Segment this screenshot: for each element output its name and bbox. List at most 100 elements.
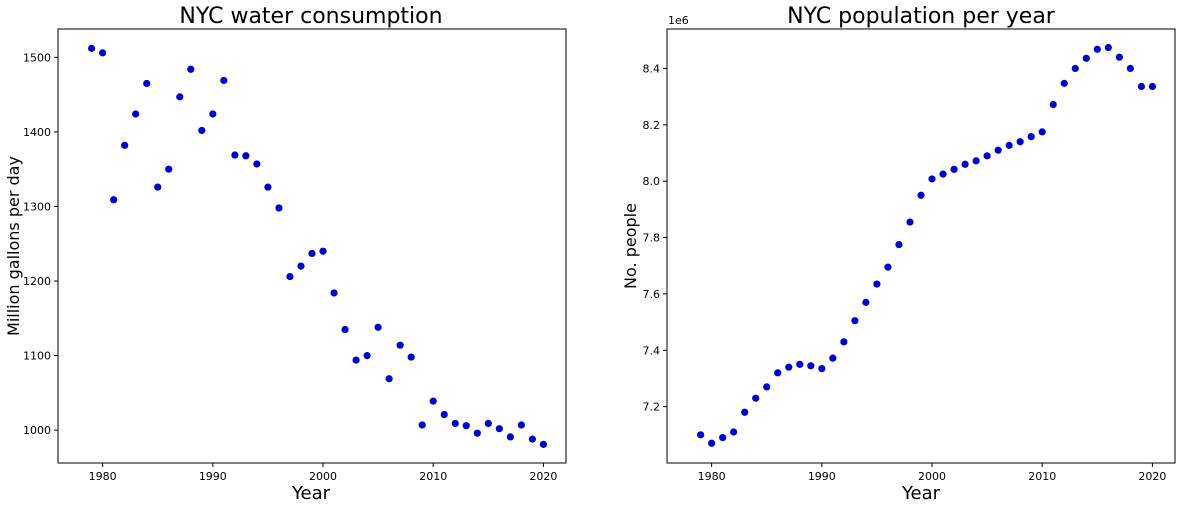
data-point — [873, 280, 881, 288]
x-tick-label: 1980 — [89, 470, 117, 483]
data-point — [1126, 64, 1134, 73]
x-tick-label: 2020 — [529, 470, 557, 483]
data-point — [994, 146, 1002, 154]
data-point — [983, 152, 991, 160]
data-point — [330, 289, 338, 297]
data-point — [176, 93, 184, 101]
data-point — [1060, 79, 1068, 87]
data-point — [961, 160, 969, 168]
data-point — [495, 425, 503, 433]
y-tick-label: 1500 — [23, 51, 51, 64]
x-tick-label: 1990 — [808, 470, 836, 483]
data-point — [506, 433, 514, 441]
data-point — [99, 49, 107, 57]
x-tick-label: 2010 — [1028, 470, 1056, 483]
data-point — [862, 298, 870, 306]
y-tick-label: 8.2 — [643, 119, 661, 132]
data-point — [774, 369, 782, 377]
y-tick-label: 1200 — [23, 275, 51, 288]
y-tick-label: 7.4 — [643, 344, 661, 357]
data-point — [697, 431, 705, 439]
data-point — [829, 354, 837, 362]
data-point — [396, 341, 404, 349]
data-point — [407, 353, 415, 361]
data-point — [473, 429, 481, 437]
data-point — [928, 175, 936, 183]
data-point — [143, 79, 151, 88]
y-axis-label: No. people — [621, 203, 640, 289]
data-point — [807, 362, 815, 370]
data-point — [1005, 141, 1013, 149]
x-tick-label: 1990 — [199, 470, 227, 483]
data-point — [440, 410, 448, 419]
data-point — [884, 263, 892, 271]
data-point — [517, 421, 525, 429]
data-point — [88, 44, 96, 52]
data-point — [796, 360, 804, 368]
data-point — [752, 394, 760, 402]
data-point — [1038, 128, 1046, 136]
y-tick-label: 7.2 — [643, 401, 661, 414]
chart-title: NYC water consumption — [179, 4, 442, 29]
data-point — [763, 383, 771, 391]
y-tick-label: 8.4 — [643, 62, 661, 75]
data-point — [1148, 82, 1157, 91]
x-axis-label: Year — [901, 483, 941, 504]
data-point — [1049, 100, 1057, 109]
data-point — [209, 110, 217, 118]
data-point — [484, 419, 492, 428]
data-point — [286, 272, 294, 281]
plot-frame — [57, 28, 567, 464]
x-axis-label: Year — [291, 483, 331, 504]
data-point — [528, 435, 536, 443]
data-point — [242, 152, 250, 160]
data-point — [906, 218, 914, 226]
x-tick-label: 1980 — [698, 470, 726, 483]
y-axis-offset-text: 1e6 — [668, 14, 689, 27]
x-tick-label: 2020 — [1138, 470, 1166, 483]
data-point — [840, 338, 848, 346]
data-point — [165, 165, 173, 173]
data-point — [719, 434, 727, 442]
data-point — [385, 375, 393, 383]
data-point — [730, 428, 738, 436]
y-tick-label: 7.8 — [643, 232, 661, 245]
data-point — [785, 363, 793, 371]
data-point — [418, 421, 426, 429]
x-tick-label: 2000 — [309, 470, 337, 483]
population-chart: NYC population per year Year No. people … — [621, 4, 1176, 504]
y-tick-label: 1400 — [23, 126, 51, 139]
data-point — [451, 419, 459, 428]
data-point — [1093, 45, 1101, 53]
data-point — [220, 76, 228, 85]
data-point — [1104, 44, 1112, 52]
data-point — [1137, 82, 1145, 91]
data-point — [895, 240, 903, 249]
data-point — [1082, 54, 1090, 62]
y-tick-label: 7.6 — [643, 288, 661, 301]
data-point — [429, 397, 437, 405]
data-point — [708, 439, 716, 447]
x-tick-label: 2000 — [918, 470, 946, 483]
y-axis-label: Million gallons per day — [4, 156, 23, 336]
data-point — [741, 408, 749, 416]
data-point — [1071, 64, 1079, 73]
chart-title: NYC population per year — [787, 4, 1056, 29]
data-point — [187, 65, 195, 73]
data-point — [917, 191, 925, 199]
data-point — [363, 352, 371, 360]
data-point — [972, 157, 980, 165]
data-point — [851, 317, 859, 325]
data-point — [374, 323, 382, 331]
y-tick-label: 1300 — [23, 200, 51, 213]
data-point — [132, 110, 140, 118]
data-point — [939, 170, 947, 178]
y-tick-label: 8.0 — [643, 175, 661, 188]
data-point — [352, 356, 360, 364]
data-point — [319, 247, 327, 255]
data-point — [950, 165, 958, 173]
data-point — [341, 325, 349, 334]
data-point — [308, 249, 316, 258]
y-tick-label: 1100 — [23, 350, 51, 363]
